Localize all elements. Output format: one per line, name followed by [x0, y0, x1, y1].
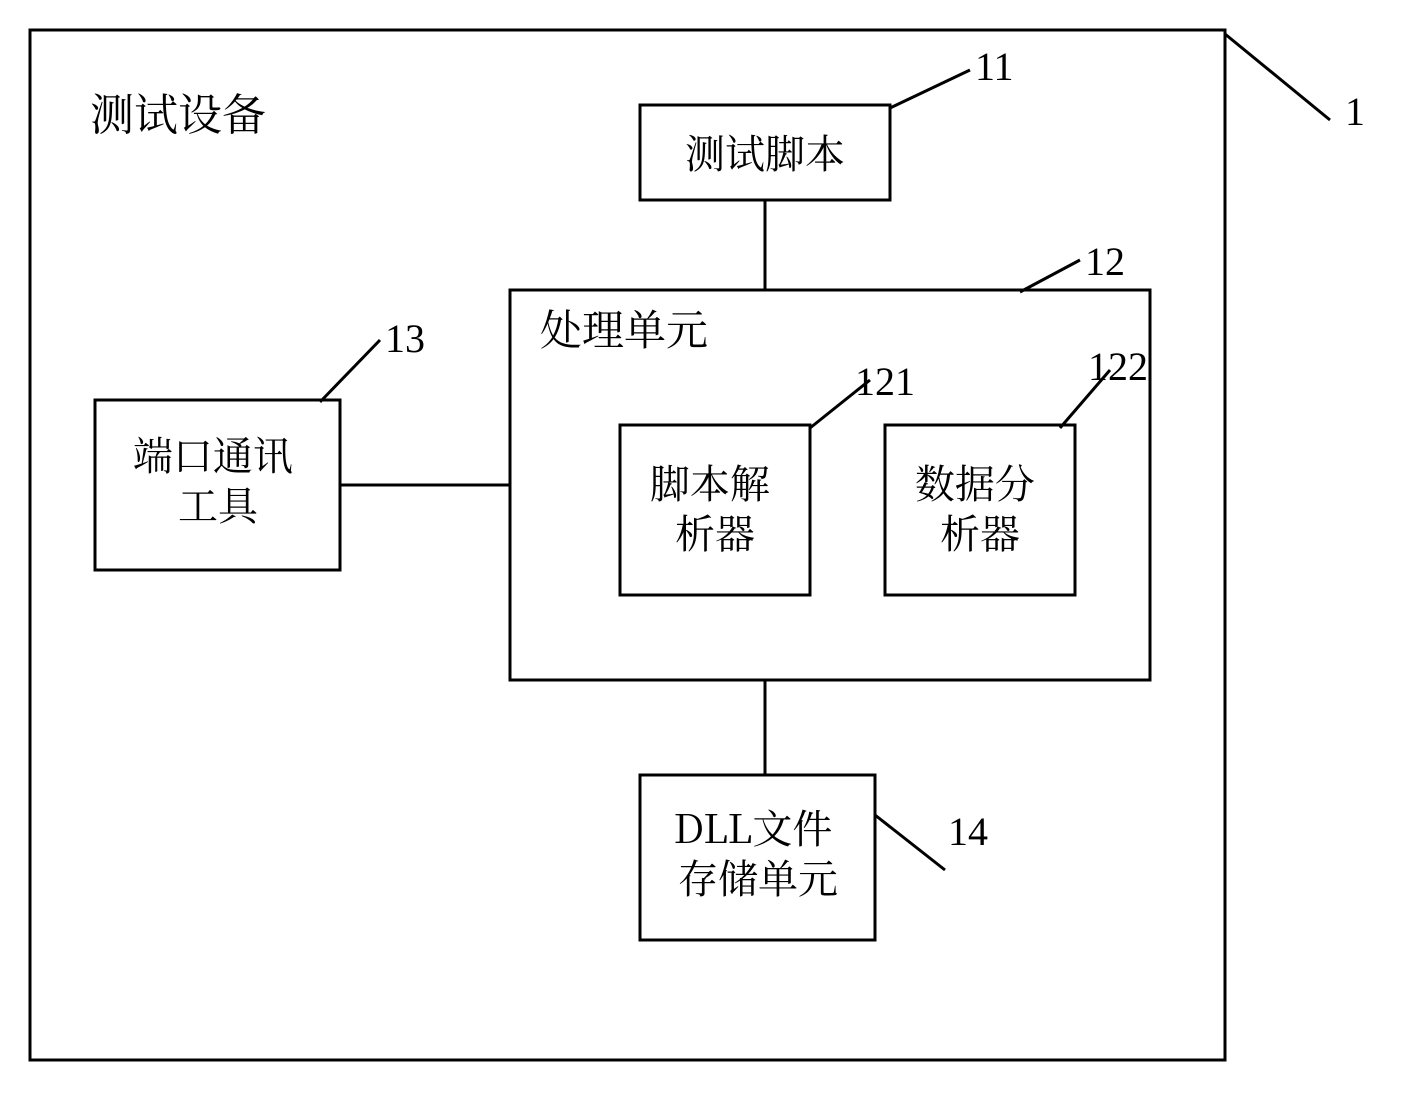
test-script-label-num: 11 [975, 44, 1014, 89]
outer-container-title: 测试设备 [90, 79, 266, 143]
processing-unit-label-num: 12 [1085, 239, 1125, 284]
data-analyzer-line2: 析器 [940, 503, 1020, 560]
script-parser-line2: 析器 [675, 503, 755, 560]
test-script-text: 测试脚本 [685, 123, 845, 180]
dll-storage-line2: 存储单元 [678, 848, 838, 905]
port-comm-line1: 端口通讯 [133, 425, 293, 482]
port-comm-label-num: 13 [385, 316, 425, 361]
dll-storage-line1: DLL文件 [673, 798, 832, 855]
data-analyzer-label-num: 122 [1088, 344, 1148, 389]
outer-container-leader [1225, 34, 1330, 120]
script-parser-label-num: 121 [855, 359, 915, 404]
dll-storage-label-num: 14 [948, 809, 988, 854]
port-comm-line2: 工具 [178, 475, 260, 532]
processing-unit-title: 处理单元 [540, 298, 708, 358]
script-parser-line1: 脚本解 [650, 453, 770, 510]
dll-storage-text: DLL文件 存储单元 [673, 798, 842, 905]
outer-container-label-num: 1 [1345, 89, 1365, 134]
data-analyzer-line1: 数据分 [915, 453, 1035, 510]
